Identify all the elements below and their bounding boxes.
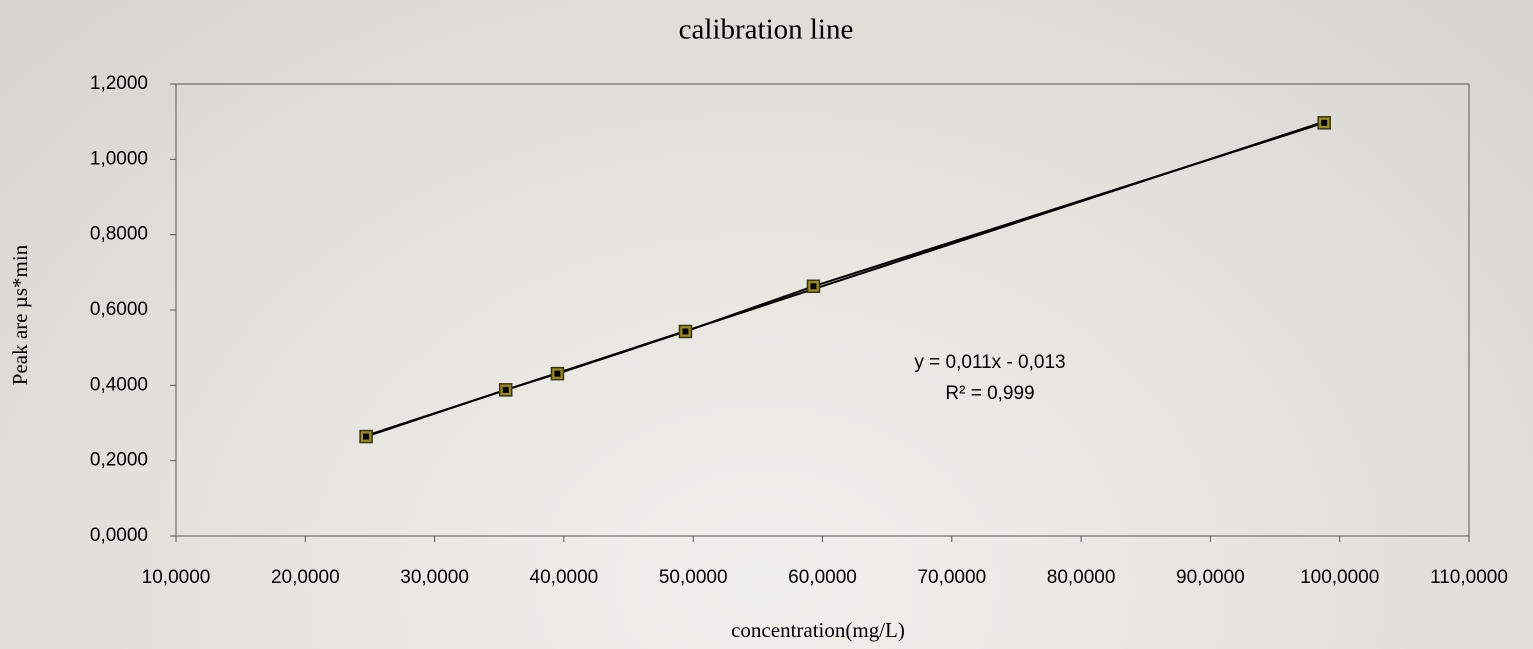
x-tick-label: 50,0000	[659, 567, 728, 588]
marker-center	[502, 386, 509, 393]
x-tick-label: 30,0000	[400, 567, 469, 588]
series-line	[365, 121, 1325, 438]
x-tick-label: 100,0000	[1300, 567, 1379, 588]
marker-center	[682, 328, 689, 335]
plot-area	[175, 83, 1470, 537]
y-tick-label: 0,2000	[90, 450, 148, 471]
y-tick-label: 1,2000	[90, 73, 148, 94]
y-tick-label: 0,4000	[90, 374, 148, 395]
x-tick-label: 110,0000	[1430, 567, 1508, 588]
y-tick-label: 0,8000	[90, 224, 148, 245]
x-tick-label: 70,0000	[917, 567, 986, 588]
chart-title: calibration line	[679, 14, 854, 46]
marker-center	[810, 283, 817, 290]
y-tick-label: 0,0000	[90, 525, 148, 546]
x-tick-label: 40,0000	[530, 567, 599, 588]
x-tick-label: 20,0000	[271, 567, 340, 588]
r-squared-label: R² = 0,999	[945, 383, 1034, 404]
marker-center	[554, 370, 561, 377]
x-axis-title: concentration(mg/L)	[731, 618, 905, 642]
x-tick-label: 90,0000	[1176, 567, 1245, 588]
y-tick-label: 1,0000	[90, 148, 148, 169]
y-axis-title: Peak are µs*min	[8, 244, 32, 385]
marker-center	[363, 433, 370, 440]
marker-center	[1321, 119, 1328, 126]
equation-label: y = 0,011x - 0,013	[914, 352, 1065, 373]
x-tick-label: 60,0000	[788, 567, 857, 588]
x-tick-label: 10,0000	[142, 567, 211, 588]
x-tick-label: 80,0000	[1047, 567, 1116, 588]
y-tick-label: 0,6000	[90, 299, 148, 320]
